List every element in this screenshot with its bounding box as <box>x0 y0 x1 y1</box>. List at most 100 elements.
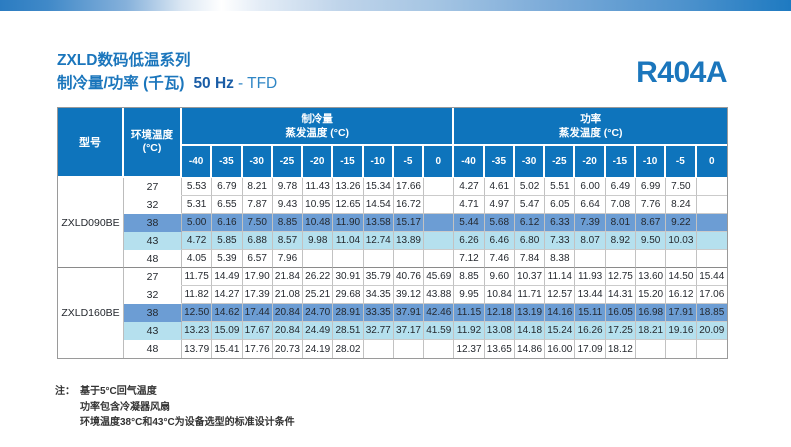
cooling-cell: 5.39 <box>212 250 243 268</box>
cooling-cell: 6.55 <box>212 196 243 214</box>
power-cell: 17.06 <box>696 286 727 304</box>
cooling-cell: 20.73 <box>272 340 304 358</box>
power-cell: 7.50 <box>666 178 697 196</box>
ambient-column-header: 环境温度 (°C) <box>124 108 182 178</box>
cooling-cell <box>363 250 394 268</box>
cooling-cell: 13.58 <box>363 214 394 232</box>
power-cell: 13.19 <box>514 304 546 322</box>
evap-temp-header: -35 <box>484 146 515 178</box>
top-gradient-bar <box>0 0 791 11</box>
power-cell: 6.12 <box>514 214 546 232</box>
power-cell: 6.64 <box>575 196 606 214</box>
power-cell: 14.16 <box>545 304 576 322</box>
cooling-cell: 45.69 <box>424 268 455 286</box>
power-cell: 8.92 <box>605 232 636 250</box>
power-cell: 6.05 <box>545 196 576 214</box>
power-cell: 18.85 <box>696 304 727 322</box>
power-cell: 15.44 <box>696 268 727 286</box>
cooling-cell: 21.84 <box>272 268 304 286</box>
table-header: 型号 环境温度 (°C) 制冷量 蒸发温度 (°C) 功率 蒸发温度 (°C) … <box>58 108 727 178</box>
evap-temp-header: -30 <box>242 146 273 178</box>
cooling-cell: 12.74 <box>363 232 394 250</box>
note-line: 基于5°C回气温度 <box>80 386 157 397</box>
power-cell: 15.24 <box>545 322 576 340</box>
cooling-cell <box>424 178 455 196</box>
cooling-cell: 6.16 <box>212 214 243 232</box>
power-cell: 16.98 <box>635 304 667 322</box>
subtitle-line: 制冷量/功率 (千瓦) 50 Hz - TFD <box>57 72 277 95</box>
note-line: 环境温度38°C和43°C为设备选型的标准设计条件 <box>80 417 295 428</box>
power-cell: 5.68 <box>484 214 515 232</box>
cooling-cell: 14.49 <box>212 268 243 286</box>
cooling-cell: 29.68 <box>333 286 364 304</box>
cooling-cell: 12.65 <box>333 196 364 214</box>
cooling-cell: 13.23 <box>182 322 213 340</box>
cooling-cell: 20.84 <box>272 322 304 340</box>
power-cell: 5.51 <box>545 178 576 196</box>
power-cell: 17.91 <box>666 304 697 322</box>
power-cell: 8.07 <box>575 232 606 250</box>
cooling-cell: 5.53 <box>182 178 213 196</box>
cooling-cell: 9.98 <box>303 232 334 250</box>
cooling-cell <box>393 250 425 268</box>
power-cell: 17.25 <box>605 322 636 340</box>
evap-temp-header: 0 <box>696 146 727 178</box>
power-cell: 7.46 <box>484 250 515 268</box>
cooling-cell: 28.91 <box>333 304 364 322</box>
power-cell: 8.85 <box>454 268 485 286</box>
power-cell: 7.39 <box>575 214 606 232</box>
cooling-cell: 15.09 <box>212 322 243 340</box>
power-cell: 8.24 <box>666 196 697 214</box>
cooling-cell: 37.17 <box>393 322 425 340</box>
power-cell: 9.50 <box>635 232 667 250</box>
cooling-cell: 41.59 <box>424 322 455 340</box>
cooling-cell: 39.12 <box>393 286 425 304</box>
power-cell: 9.95 <box>454 286 485 304</box>
cooling-cell: 17.39 <box>242 286 273 304</box>
power-cell: 6.26 <box>454 232 485 250</box>
power-cell: 18.12 <box>605 340 636 358</box>
power-cell: 15.20 <box>635 286 667 304</box>
power-cell: 5.02 <box>514 178 546 196</box>
evap-temp-header: 0 <box>424 146 455 178</box>
cooling-cell: 11.43 <box>303 178 334 196</box>
power-cell <box>696 232 727 250</box>
power-cell: 16.00 <box>545 340 576 358</box>
power-cell: 6.99 <box>635 178 667 196</box>
ambient-cell: 32 <box>124 286 182 304</box>
cooling-cell: 24.19 <box>303 340 334 358</box>
ambient-cell: 43 <box>124 232 182 250</box>
evap-temp-header: -20 <box>575 146 606 178</box>
cooling-cell: 15.41 <box>212 340 243 358</box>
cooling-cell <box>424 232 455 250</box>
ambient-cell: 48 <box>124 250 182 268</box>
cooling-cell: 13.79 <box>182 340 213 358</box>
power-cell: 6.33 <box>545 214 576 232</box>
cooling-cell: 30.91 <box>333 268 364 286</box>
evap-temp-header: -40 <box>454 146 485 178</box>
power-cell: 14.50 <box>666 268 697 286</box>
subtitle: 制冷量/功率 (千瓦) <box>57 75 185 92</box>
evap-temp-header: -25 <box>545 146 576 178</box>
ambient-cell: 38 <box>124 304 182 322</box>
power-cell: 10.03 <box>666 232 697 250</box>
power-cell <box>696 178 727 196</box>
frequency-suffix: - TFD <box>237 75 278 92</box>
cooling-cell: 32.77 <box>363 322 394 340</box>
ambient-cell: 32 <box>124 196 182 214</box>
power-cell: 7.08 <box>605 196 636 214</box>
cooling-cell: 14.54 <box>363 196 394 214</box>
power-group-header: 功率 蒸发温度 (°C) <box>454 108 727 146</box>
cooling-cell: 11.75 <box>182 268 213 286</box>
cooling-cell: 28.51 <box>333 322 364 340</box>
cooling-cell: 8.85 <box>272 214 304 232</box>
power-cell: 13.08 <box>484 322 515 340</box>
power-cell <box>696 340 727 358</box>
power-cell: 7.33 <box>545 232 576 250</box>
cooling-cell: 8.57 <box>272 232 304 250</box>
notes-label: 注： <box>55 386 75 397</box>
evap-temp-header: -40 <box>182 146 213 178</box>
cooling-cell: 5.31 <box>182 196 213 214</box>
power-cell: 11.93 <box>575 268 606 286</box>
evap-temp-header: -30 <box>514 146 546 178</box>
